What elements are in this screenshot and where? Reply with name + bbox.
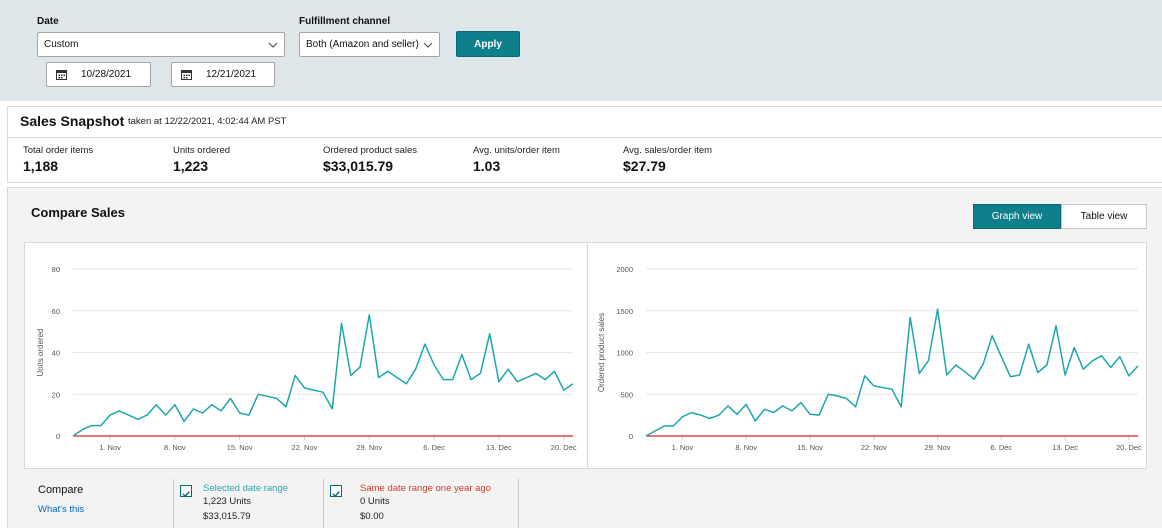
snapshot-timestamp: taken at 12/22/2021, 4:02:44 AM PST: [128, 116, 287, 127]
legend-divider: [323, 479, 324, 528]
snapshot-title: Sales Snapshot: [20, 113, 125, 129]
metric-value: $33,015.79: [323, 158, 394, 174]
units-ordered-chart-svg: 0 20 40 60 80 1. Nov 8. Nov 15. Nov 22. Nov 29. N…: [36, 265, 577, 452]
date-label: Date: [37, 16, 59, 27]
x-tick-label: 20. Dec: [551, 443, 577, 452]
date-range-value: Custom: [44, 39, 79, 50]
end-date-value: 12/21/2021: [206, 69, 257, 80]
y-tick-label: 2000: [616, 265, 633, 274]
apply-button[interactable]: Apply: [456, 31, 520, 57]
filter-bar: Date Custom 10/28/2021 12/21/2021 Fulfil…: [0, 0, 1162, 101]
checkmark-icon: [182, 491, 190, 498]
ordered-product-sales-chart-svg: 0 500 1000 1500 2000 1. Nov 8. Nov 15. Nov 22. N…: [597, 265, 1142, 452]
metric-value: $27.79: [623, 158, 666, 174]
metric-label: Total order items: [23, 145, 94, 156]
y-axis-label: Ordered product sales: [597, 313, 606, 392]
x-tick-label: 15. Nov: [227, 443, 253, 452]
y-tick-label: 20: [52, 390, 60, 399]
ordered-product-sales-chart: 0 500 1000 1500 2000 1. Nov 8. Nov 15. Nov 22. N…: [587, 242, 1147, 469]
table-view-button[interactable]: Table view: [1061, 204, 1147, 229]
x-tick-label: 13. Dec: [1052, 443, 1078, 452]
y-tick-label: 40: [52, 349, 60, 358]
legend-selected-range-sales: $33,015.79: [203, 511, 251, 522]
x-tick-label: 1. Nov: [99, 443, 121, 452]
x-tick-label: 6. Dec: [423, 443, 445, 452]
x-tick-label: 15. Nov: [797, 443, 823, 452]
fulfillment-value: Both (Amazon and seller): [306, 39, 419, 50]
date-range-select[interactable]: Custom: [37, 32, 285, 57]
y-tick-label: 1500: [616, 307, 633, 316]
legend-selected-range-units: 1,223 Units: [203, 496, 252, 507]
x-tick-label: 1. Nov: [672, 443, 694, 452]
x-tick-label: 22. Nov: [292, 443, 318, 452]
end-date-field[interactable]: 12/21/2021: [171, 62, 275, 87]
series-line: [645, 308, 1139, 437]
compare-sales-panel: Compare Sales Graph view Table view 0 20 4…: [7, 187, 1162, 528]
y-tick-label: 1000: [616, 349, 633, 358]
legend-divider: [173, 479, 174, 528]
metric-avg-units-per-order-item: Avg. units/order item 1.03: [473, 145, 560, 174]
metric-ordered-product-sales: Ordered product sales $33,015.79: [323, 145, 417, 174]
units-ordered-chart: 0 20 40 60 80 1. Nov 8. Nov 15. Nov 22. Nov 29. N…: [24, 242, 588, 469]
chevron-down-icon: [268, 42, 278, 48]
metric-label: Avg. units/order item: [473, 145, 560, 156]
metric-label: Avg. sales/order item: [623, 145, 713, 156]
x-tick-label: 29. Nov: [356, 443, 382, 452]
start-date-field[interactable]: 10/28/2021: [46, 62, 151, 87]
legend-year-ago-units: 0 Units: [360, 496, 390, 507]
start-date-value: 10/28/2021: [81, 69, 132, 80]
metric-label: Ordered product sales: [323, 145, 417, 156]
metric-units-ordered: Units ordered 1,223: [173, 145, 230, 174]
y-tick-label: 0: [56, 432, 60, 441]
calendar-icon: [56, 70, 67, 80]
metric-value: 1.03: [473, 158, 501, 174]
compare-sales-title: Compare Sales: [31, 205, 125, 220]
fulfillment-select[interactable]: Both (Amazon and seller): [299, 32, 440, 57]
checkmark-icon: [332, 491, 340, 498]
x-tick-label: 29. Nov: [925, 443, 951, 452]
x-tick-label: 20. Dec: [1116, 443, 1142, 452]
y-tick-label: 0: [629, 432, 633, 441]
metric-label: Units ordered: [173, 145, 231, 156]
legend-selected-range-name: Selected date range: [203, 483, 289, 494]
y-tick-label: 60: [52, 307, 60, 316]
metric-avg-sales-per-order-item: Avg. sales/order item $27.79: [623, 145, 712, 174]
legend-year-ago-sales: $0.00: [360, 511, 384, 522]
chevron-down-icon: [423, 42, 433, 48]
graph-view-button[interactable]: Graph view: [973, 204, 1061, 229]
metric-total-order-items: Total order items 1,188: [23, 145, 93, 174]
x-tick-label: 8. Nov: [164, 443, 186, 452]
x-tick-label: 8. Nov: [735, 443, 757, 452]
y-tick-label: 500: [620, 390, 633, 399]
fulfillment-label: Fulfillment channel: [299, 16, 391, 27]
year-ago-range-checkbox[interactable]: [330, 485, 342, 498]
y-tick-label: 80: [52, 265, 60, 274]
metric-value: 1,223: [173, 158, 209, 174]
sales-snapshot-header: Sales Snapshot taken at 12/22/2021, 4:02…: [7, 106, 1162, 137]
y-axis-label: Units ordered: [36, 328, 45, 376]
x-tick-label: 13. Dec: [486, 443, 512, 452]
legend-year-ago-name: Same date range one year ago: [360, 483, 491, 494]
legend-divider: [518, 479, 519, 528]
metric-value: 1,188: [23, 158, 59, 174]
whats-this-link[interactable]: What's this: [38, 504, 85, 515]
sales-snapshot-metrics: Total order items 1,188 Units ordered 1,…: [7, 137, 1162, 183]
selected-range-checkbox[interactable]: [180, 485, 192, 498]
x-tick-label: 6. Dec: [990, 443, 1012, 452]
x-tick-label: 22. Nov: [861, 443, 887, 452]
calendar-icon: [181, 70, 192, 80]
compare-label: Compare: [38, 484, 84, 496]
series-line: [72, 314, 574, 437]
